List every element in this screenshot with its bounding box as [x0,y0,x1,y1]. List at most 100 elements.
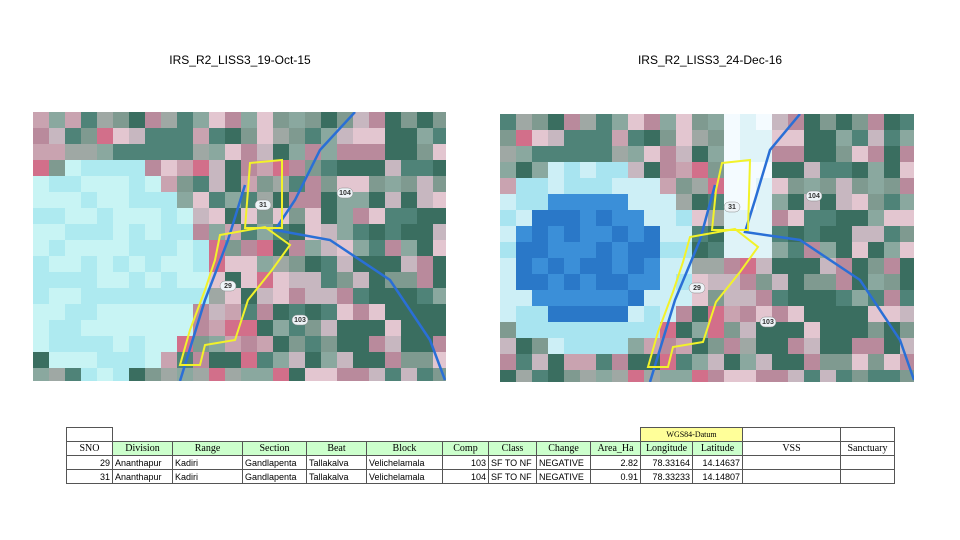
pixel [596,290,612,306]
pixel [820,322,836,338]
pixel [708,338,724,354]
pixel [500,338,516,354]
pixel [161,320,177,336]
pixel [321,288,337,304]
pixel [644,130,660,146]
pixel [564,146,580,162]
pixel [612,194,628,210]
pixel [644,226,660,242]
pixel [500,162,516,178]
pixel [273,336,289,352]
pixel [500,322,516,338]
pixel [820,258,836,274]
pixel [548,146,564,162]
pixel [868,146,884,162]
pixel [257,160,273,176]
pixel [241,352,257,368]
pixel [433,320,446,336]
pixel [916,194,932,210]
pixel [836,386,852,402]
pixel [692,178,708,194]
pixel [612,146,628,162]
pixel [708,242,724,258]
pixel [804,338,820,354]
pixel [81,304,97,320]
pixel [548,306,564,322]
pixel [868,290,884,306]
pixel [660,130,676,146]
pixel [708,370,724,382]
pixel [33,160,49,176]
pixel [433,256,446,272]
pixel [161,336,177,352]
label-badge [688,282,706,294]
empty-cell [742,455,841,470]
pixel [385,304,401,320]
header-cell: Class [488,441,537,456]
pixel [129,192,145,208]
pixel [628,130,644,146]
pixel [177,176,193,192]
pixel [916,370,932,386]
pixel [81,240,97,256]
pixel [209,192,225,208]
pixel [580,322,596,338]
pixel [644,210,660,226]
pixel [884,290,900,306]
pixel [820,306,836,322]
pixel [788,178,804,194]
pixel [65,384,81,400]
pixel [596,370,612,382]
pixel [564,178,580,194]
pixel [225,128,241,144]
pixel [337,160,353,176]
pixel [81,368,97,381]
pixel [129,160,145,176]
pixel [97,304,113,320]
pixel [385,144,401,160]
pixel [353,320,369,336]
pixel [145,192,161,208]
pixel [724,338,740,354]
data-cell: 103 [442,455,489,470]
pixel [916,162,932,178]
pixel [385,128,401,144]
pixel [532,130,548,146]
pixel [676,210,692,226]
pixel [724,386,740,402]
pixel [65,336,81,352]
pixel [305,320,321,336]
header-cell: Section [242,441,307,456]
pixel [500,146,516,162]
header-cell: Latitude [692,441,743,456]
pixel [612,178,628,194]
pixel [628,370,644,382]
pixel [241,192,257,208]
pixel [401,368,417,381]
pixel [580,258,596,274]
pixel [772,194,788,210]
pixel [241,112,257,128]
pixel [500,130,516,146]
pixel [33,288,49,304]
pixel [257,288,273,304]
pixel [868,370,884,382]
pixel [772,274,788,290]
pixel [804,354,820,370]
pixel [916,178,932,194]
pixel [289,368,305,381]
pixel [241,272,257,288]
pixel [33,336,49,352]
pixel [161,160,177,176]
pixel [564,242,580,258]
pixel [612,274,628,290]
pixel [353,288,369,304]
pixel [916,130,932,146]
pixel [564,338,580,354]
pixel [129,128,145,144]
pixel [820,130,836,146]
pixel [660,194,676,210]
pixel [900,178,914,194]
pixel [724,306,740,322]
pixel [65,320,81,336]
